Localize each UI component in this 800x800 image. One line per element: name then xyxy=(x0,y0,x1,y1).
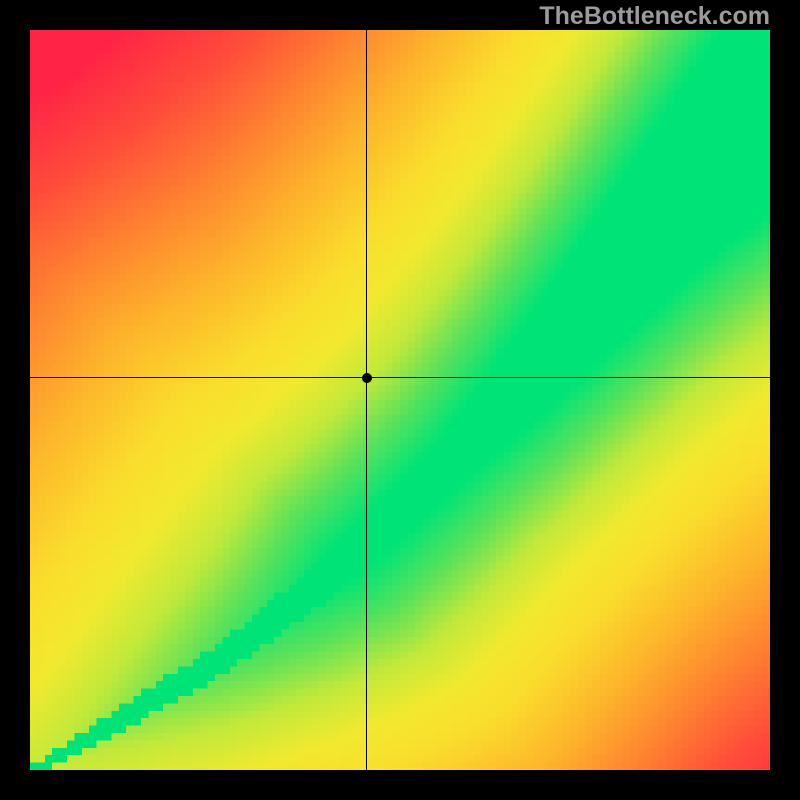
crosshair-vertical xyxy=(366,30,367,770)
bottleneck-heatmap xyxy=(30,30,770,770)
watermark-text: TheBottleneck.com xyxy=(539,2,770,31)
chart-container: TheBottleneck.com xyxy=(0,0,800,800)
crosshair-marker xyxy=(362,373,372,383)
crosshair-horizontal xyxy=(30,377,770,378)
